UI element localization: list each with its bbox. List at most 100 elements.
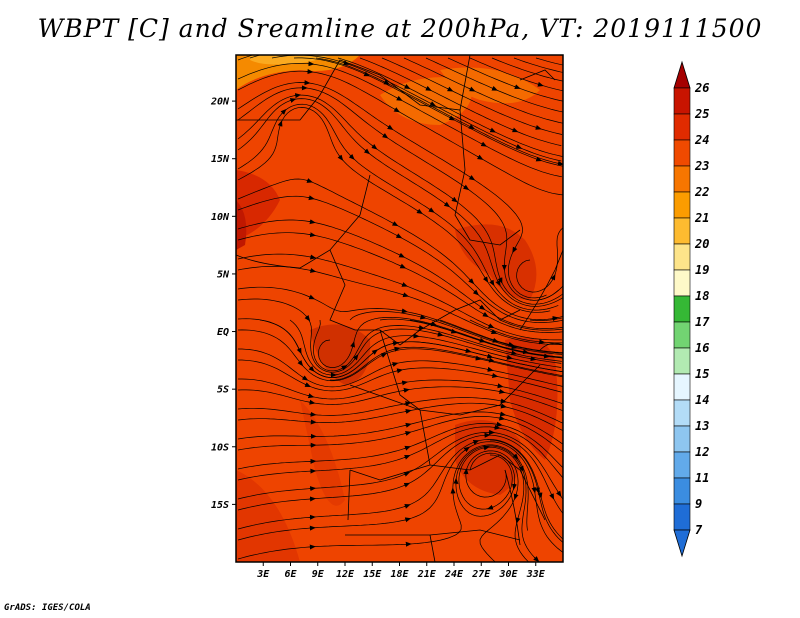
streamline bbox=[293, 57, 563, 167]
streamline-arrow bbox=[309, 268, 317, 273]
colorbar-label: 26 bbox=[694, 81, 709, 95]
streamline-arrow bbox=[352, 354, 359, 361]
streamline bbox=[403, 57, 563, 124]
streamline-arrow bbox=[309, 254, 317, 260]
streamline-arrow bbox=[402, 387, 410, 393]
streamline-arrow bbox=[308, 399, 316, 405]
country-borders bbox=[236, 55, 563, 562]
streamline-arrow bbox=[304, 315, 311, 322]
streamline bbox=[237, 195, 563, 323]
streamline bbox=[489, 439, 563, 543]
lon-tick-label: 27E bbox=[471, 569, 491, 580]
streamline-arrow bbox=[416, 208, 423, 215]
colorbar-segment bbox=[673, 87, 691, 115]
streamline-arrow bbox=[490, 329, 498, 334]
streamline-arrow bbox=[463, 446, 470, 453]
streamline-arrow bbox=[450, 328, 458, 334]
streamline bbox=[237, 219, 563, 329]
colorbar-segment bbox=[673, 321, 691, 349]
streamline-arrow bbox=[537, 81, 544, 87]
lat-tick-label: 20N bbox=[210, 97, 230, 108]
streamline bbox=[237, 402, 563, 432]
streamline-arrow bbox=[486, 366, 494, 372]
streamline-arrow bbox=[350, 341, 355, 348]
streamline-arrow bbox=[297, 360, 304, 367]
streamline-arrow bbox=[419, 314, 427, 320]
colorbar-label: 12 bbox=[695, 445, 709, 459]
streamline-arrow bbox=[492, 337, 499, 343]
streamline-arrow bbox=[512, 453, 519, 460]
lon-tick-label: 6E bbox=[284, 569, 297, 580]
streamline bbox=[469, 319, 563, 344]
colorbar-label: 7 bbox=[695, 523, 703, 537]
streamline-arrow bbox=[448, 115, 456, 121]
streamline-arrow bbox=[486, 504, 494, 510]
streamline bbox=[469, 57, 563, 92]
streamline-arrow bbox=[307, 195, 315, 201]
streamline-arrow bbox=[393, 107, 401, 113]
streamline-arrow bbox=[404, 409, 412, 414]
streamline-arrow bbox=[396, 368, 404, 374]
colorbar-segment bbox=[673, 477, 691, 505]
streamline-arrow bbox=[535, 156, 543, 162]
streamline bbox=[447, 57, 563, 102]
streamline-arrow bbox=[493, 424, 501, 430]
streamline bbox=[237, 178, 563, 320]
streamline-arrow bbox=[382, 133, 389, 139]
lon-tick-label: 21E bbox=[417, 569, 437, 580]
colorbar-segment bbox=[673, 451, 691, 479]
streamline-arrow bbox=[398, 252, 406, 258]
streamline-arrow bbox=[556, 160, 563, 166]
colorbar-segment bbox=[673, 217, 691, 245]
streamline bbox=[529, 317, 562, 321]
streamline-arrow bbox=[511, 127, 519, 133]
latitude-axis: 20N 15N 10N 5N EQ 5S 10S 15S bbox=[210, 97, 236, 511]
colorbar-segment bbox=[673, 373, 691, 401]
streamline bbox=[237, 439, 563, 540]
lon-tick-label: 24E bbox=[444, 569, 464, 580]
streamline-arrow bbox=[383, 79, 390, 85]
lat-tick-label: 5N bbox=[217, 269, 230, 280]
streamline-arrow bbox=[477, 154, 484, 160]
colorbar-label: 13 bbox=[695, 419, 709, 433]
lat-tick-label: 10N bbox=[211, 212, 230, 223]
lon-tick-label: 15E bbox=[363, 569, 382, 580]
streamline bbox=[381, 57, 563, 135]
streamline bbox=[271, 55, 562, 162]
streamline-arrow bbox=[401, 380, 409, 386]
streamline bbox=[237, 298, 562, 373]
streamline-arrow bbox=[522, 349, 530, 355]
streamline-arrow bbox=[348, 153, 355, 160]
lat-tick-label: 15N bbox=[211, 154, 230, 165]
colorbar-label: 17 bbox=[695, 315, 710, 329]
streamline-arrow bbox=[289, 98, 297, 103]
colorbar-segment bbox=[673, 347, 691, 375]
streamline bbox=[237, 63, 562, 178]
streamline-arrow bbox=[391, 221, 399, 227]
streamline-arrow bbox=[488, 357, 496, 363]
streamline bbox=[439, 319, 563, 353]
streamline-arrow bbox=[400, 308, 408, 314]
streamline-arrow bbox=[307, 393, 315, 399]
streamline bbox=[315, 57, 563, 165]
streamline-arrow bbox=[495, 279, 501, 287]
streamline bbox=[237, 386, 563, 412]
streamline-arrow bbox=[392, 341, 399, 346]
longitude-axis: 3E 6E 9E 12E 15E 18E 21E 24E 27E 30E 33E bbox=[256, 562, 546, 580]
streamline-arrow bbox=[531, 486, 537, 494]
streamline-arrow bbox=[451, 196, 458, 203]
streamline-arrow bbox=[277, 120, 283, 127]
streamline bbox=[237, 434, 563, 515]
streamline-arrow bbox=[514, 84, 521, 90]
streamline-arrow bbox=[404, 401, 412, 407]
streamline bbox=[535, 57, 563, 66]
streamline-arrow bbox=[497, 277, 503, 284]
streamline-arrow bbox=[308, 219, 316, 225]
streamline-arrow bbox=[371, 143, 378, 150]
streamline bbox=[237, 426, 563, 481]
colorbar-segment bbox=[673, 113, 691, 141]
streamline-arrow bbox=[556, 490, 562, 498]
streamline-arrow bbox=[404, 84, 411, 89]
colorbar-segment bbox=[673, 295, 691, 323]
